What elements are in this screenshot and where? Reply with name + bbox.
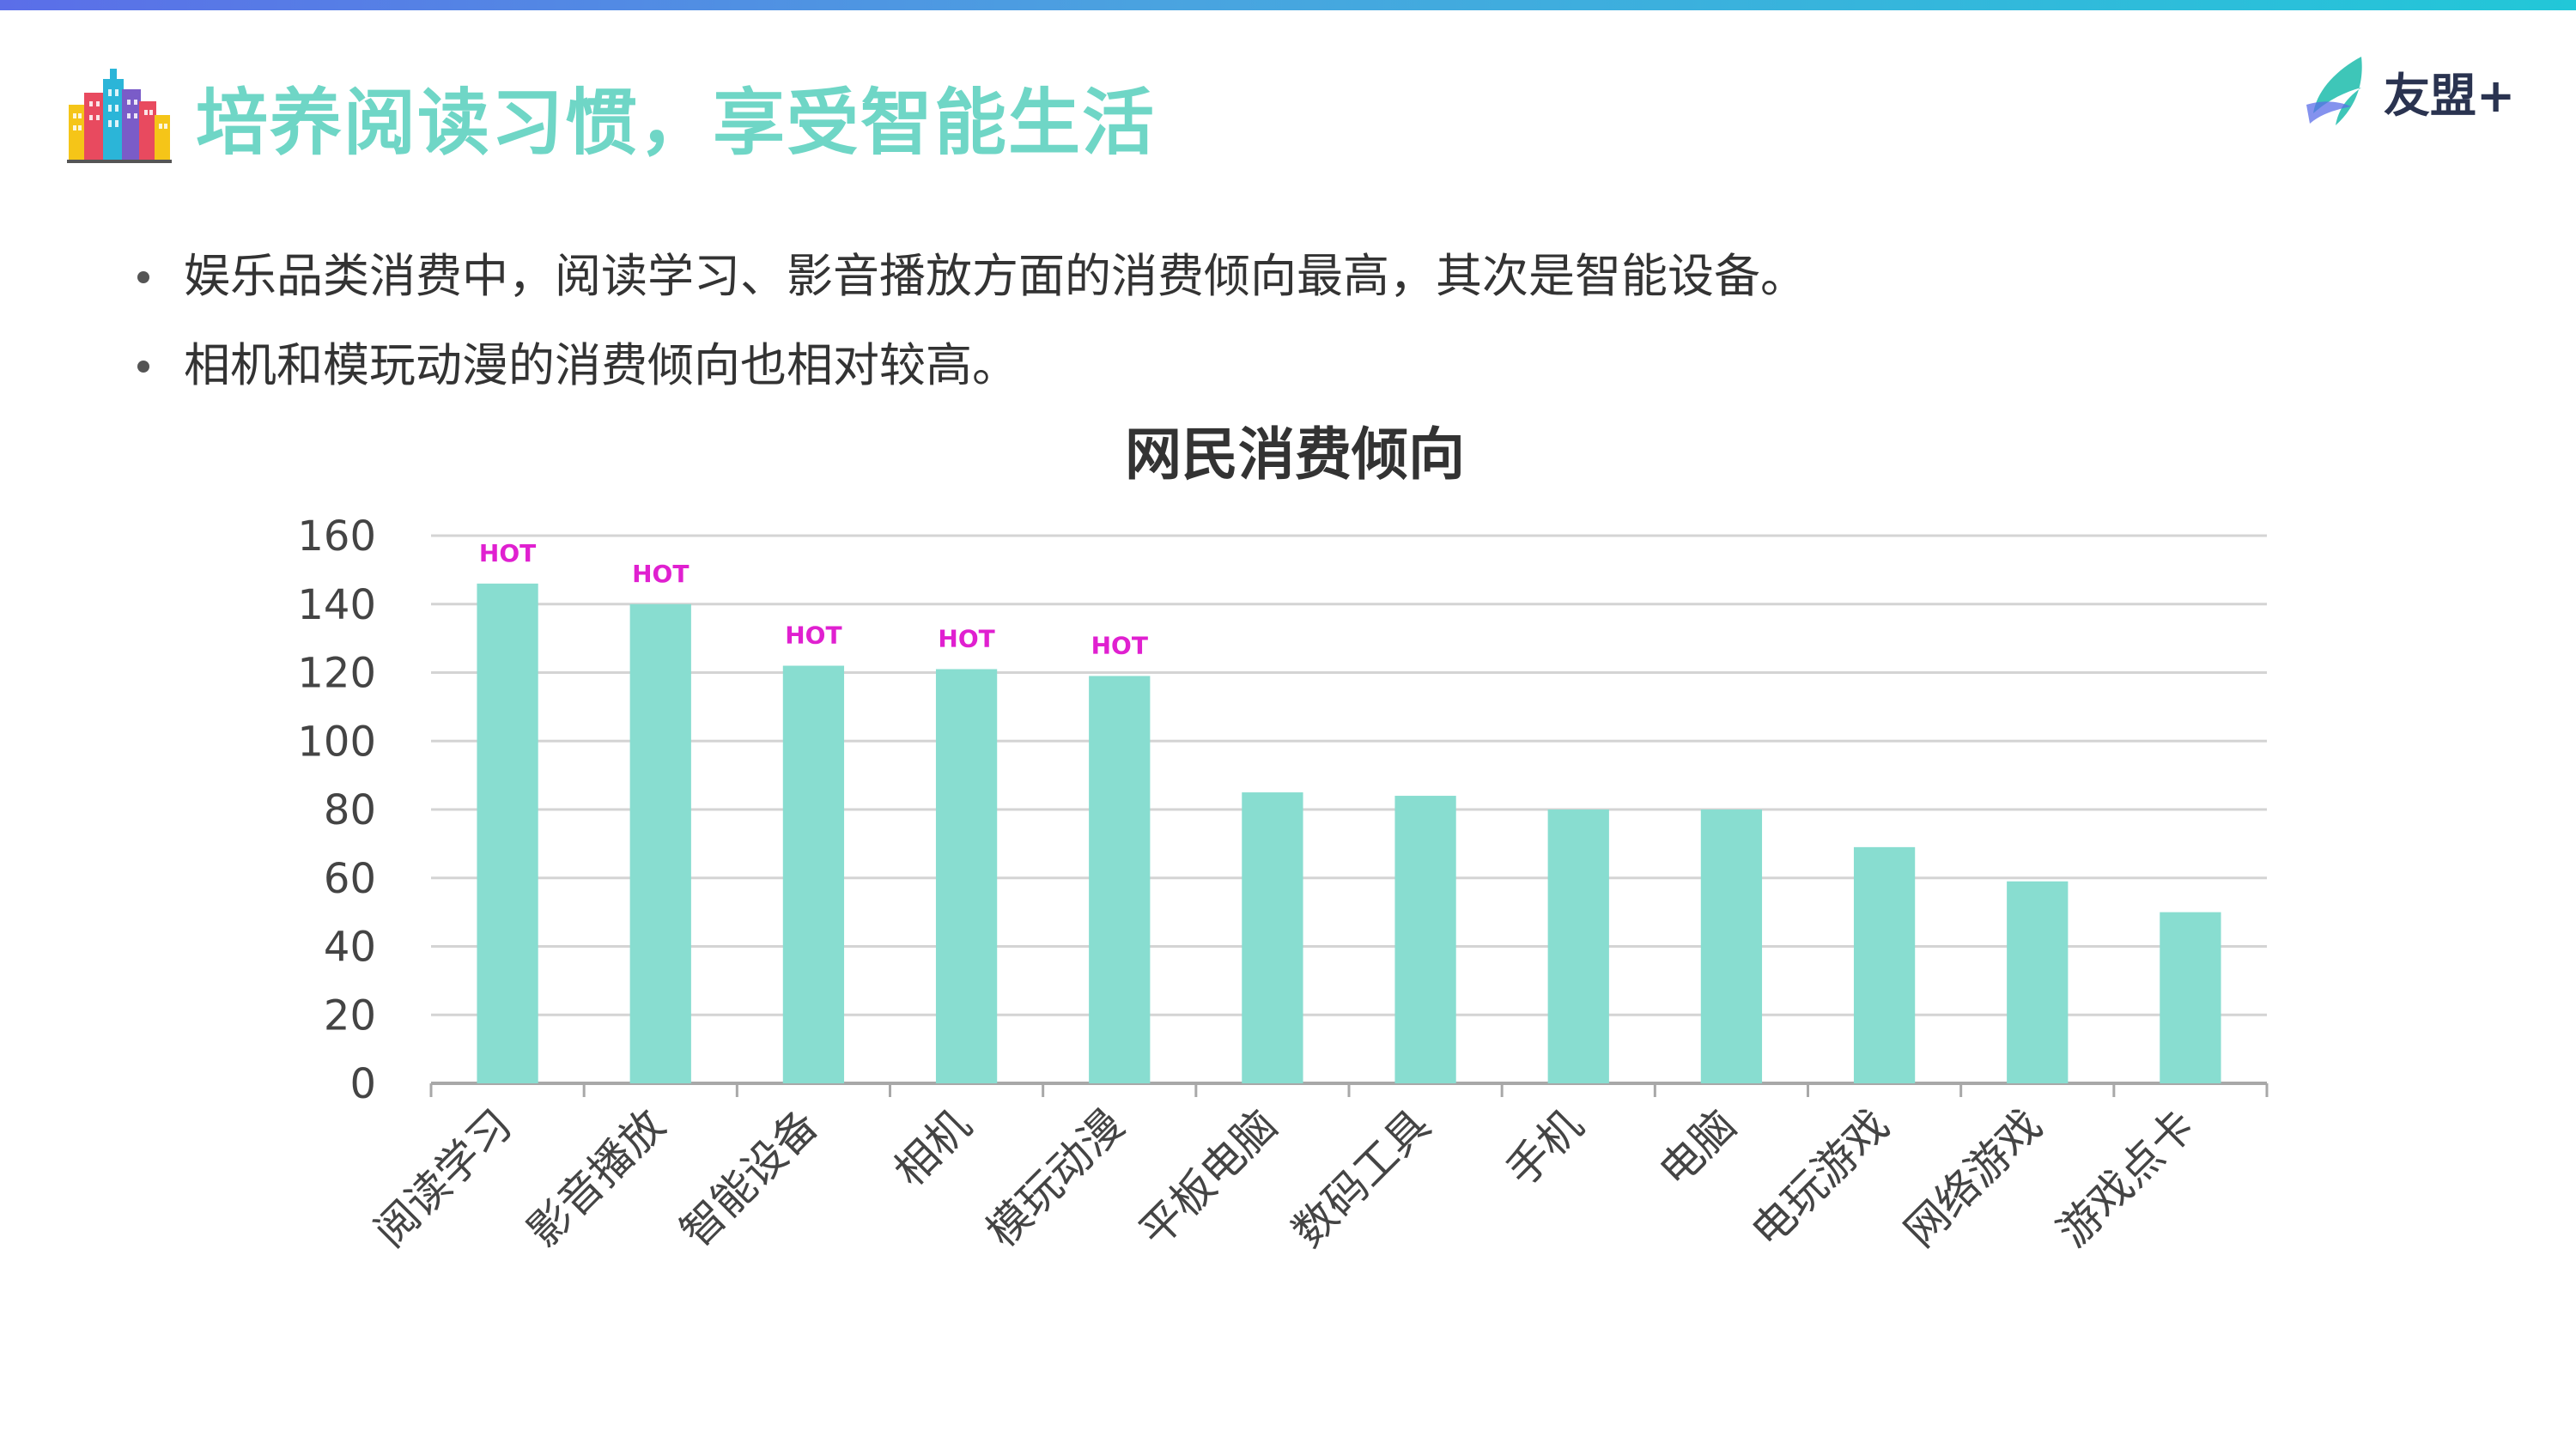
city-buildings-icon	[67, 69, 172, 163]
x-tick-label: 相机	[884, 1100, 981, 1196]
x-tick-label: 智能设备	[671, 1100, 827, 1256]
bar	[1700, 809, 1763, 1083]
bar	[477, 583, 538, 1083]
y-tick-label: 160	[297, 512, 376, 561]
x-tick-label: 手机	[1497, 1100, 1593, 1196]
bullet-text: 相机和模玩动漫的消费倾向也相对较高。	[184, 338, 1018, 392]
x-tick-label: 电玩游戏	[1742, 1100, 1899, 1256]
x-tick-label: 平板电脑	[1130, 1100, 1286, 1256]
hot-label: HOT	[1091, 631, 1148, 659]
bar	[1242, 792, 1303, 1083]
bar	[1394, 796, 1456, 1083]
bullet-item: 娱乐品类消费中，阅读学习、影音播放方面的消费倾向最高，其次是智能设备。	[129, 232, 1807, 321]
bar	[1547, 809, 1609, 1083]
x-tick-label: 数码工具	[1283, 1100, 1439, 1256]
hot-label: HOT	[632, 560, 689, 588]
bullet-dot	[137, 361, 149, 373]
bullet-dot	[137, 271, 149, 283]
y-tick-label: 40	[324, 924, 376, 972]
hot-label: HOT	[785, 621, 841, 650]
brand-logo: 友盟+	[2301, 53, 2533, 139]
x-tick-label: 模玩动漫	[977, 1100, 1133, 1256]
bar	[1089, 676, 1151, 1083]
y-tick-label: 100	[297, 718, 376, 766]
bar	[935, 669, 998, 1083]
hot-label: HOT	[479, 539, 536, 567]
y-tick-label: 20	[324, 991, 376, 1040]
y-tick-label: 80	[324, 786, 376, 834]
bar	[2160, 912, 2221, 1083]
hot-label: HOT	[938, 625, 994, 653]
x-tick-label: 阅读学习	[365, 1100, 521, 1256]
bullet-text: 娱乐品类消费中，阅读学习、影音播放方面的消费倾向最高，其次是智能设备。	[184, 249, 1807, 303]
umeng-leaf-icon	[2306, 57, 2362, 125]
top-accent-bar	[0, 0, 2576, 10]
y-tick-label: 0	[349, 1060, 376, 1108]
y-tick-label: 60	[324, 855, 376, 903]
consumption-bar-chart: 网民消费倾向 0 20 40 60 80 100 120 140 160 HOT 阅读学习 HOT 影音播…	[297, 421, 2269, 1257]
bar	[629, 603, 691, 1083]
bar	[782, 665, 845, 1083]
y-tick-label: 120	[297, 650, 376, 698]
bullet-list: 娱乐品类消费中，阅读学习、影音播放方面的消费倾向最高，其次是智能设备。 相机和模…	[129, 232, 1807, 410]
page-title: 培养阅读习惯，享受智能生活	[196, 81, 1157, 165]
x-tick-label: 游戏点卡	[2048, 1100, 2204, 1256]
brand-name: 友盟+	[2384, 69, 2516, 123]
x-tick-label: 电脑	[1649, 1100, 1746, 1196]
x-tick-label: 网络游戏	[1895, 1100, 2051, 1256]
bar	[2007, 881, 2069, 1083]
y-tick-label: 140	[297, 581, 376, 629]
chart-title: 网民消费倾向	[1125, 421, 1465, 488]
bar	[1853, 846, 1916, 1083]
bullet-item: 相机和模玩动漫的消费倾向也相对较高。	[129, 321, 1807, 410]
x-tick-label: 影音播放	[518, 1100, 674, 1256]
